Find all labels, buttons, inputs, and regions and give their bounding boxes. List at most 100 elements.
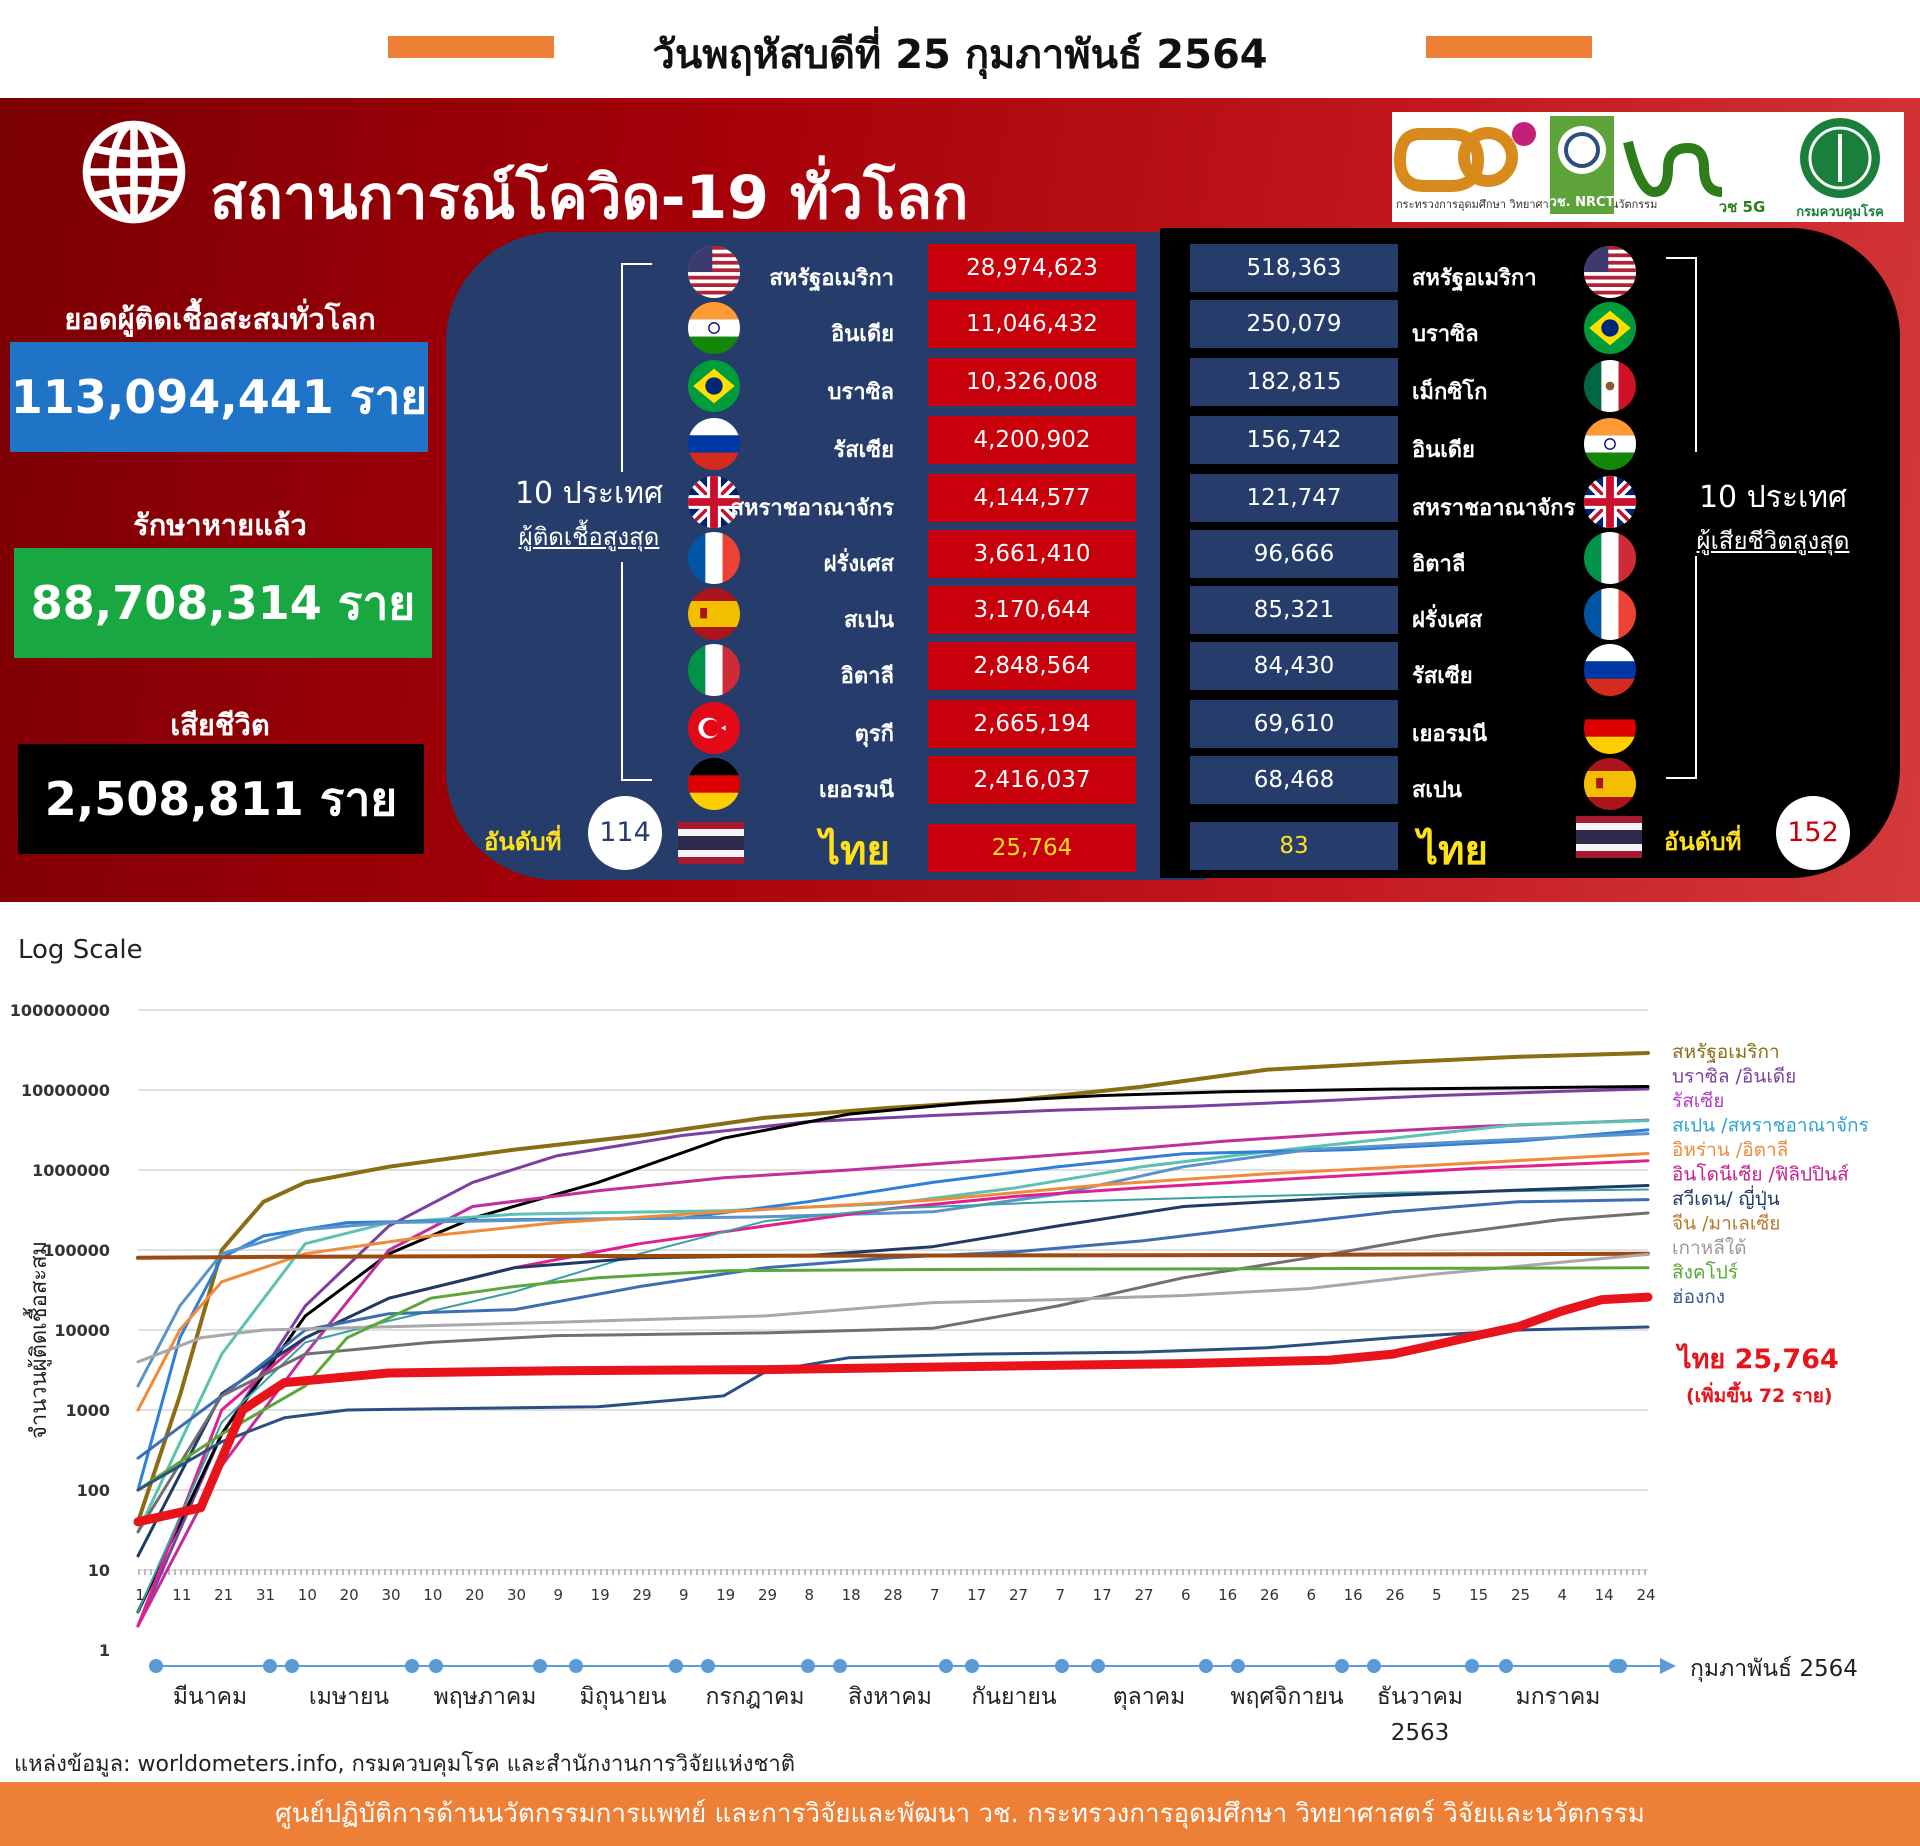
x-tick-label: 29 [758,1586,777,1604]
es-flag-icon [1584,758,1636,810]
cases-country-value: 3,661,410 [928,530,1136,578]
legend-entry: เกาหลีใต้ [1672,1237,1746,1259]
month-label: ตุลาคม [1113,1684,1186,1710]
x-tick-label: 27 [1134,1586,1153,1604]
legend-entry: สเปน /สหราชอาณาจักร [1672,1115,1869,1137]
us-flag-icon [1584,246,1636,298]
log-scale-chart: Log Scale จำนวนผู้ติดเชื้อสะสม 1 10 100 100… [10,935,1869,1746]
month-label: ธันวาคม [1377,1684,1463,1710]
x-tick-label: 15 [1469,1586,1488,1604]
deaths-country-name: รัสเซีย [1412,664,1473,689]
deaths-country-value: 182,815 [1190,358,1398,406]
gb-flag-icon [688,476,740,528]
deaths-country-value: 250,079 [1190,300,1398,348]
cases-country-value: 4,144,577 [928,474,1136,522]
end-month-label: กุมภาพันธ์ 2564 [1690,1655,1858,1682]
de-flag-icon [1584,702,1636,754]
cases-country-name: รัสเซีย [833,438,894,463]
x-tick-label: 16 [1218,1586,1237,1604]
x-tick-label: 7 [1056,1586,1066,1604]
deaths-bracket [1666,257,1697,779]
x-tick-label: 11 [172,1586,191,1604]
y-tick-label: 10000000 [21,1081,110,1100]
x-tick-label: 14 [1595,1586,1614,1604]
x-tick-label: 16 [1344,1586,1363,1604]
cases-country-name: เยอรมนี [819,778,894,803]
cases-country-value: 3,170,644 [928,586,1136,634]
cases-country-value: 28,974,623 [928,244,1136,292]
series-line [136,1132,1650,1388]
month-label: สิงหาคม [848,1684,932,1710]
cases-country-name: สเปน [844,608,894,633]
thai-deaths-value: 83 [1190,822,1398,870]
deaths-country-value: 69,610 [1190,700,1398,748]
deaths-country-value: 84,430 [1190,642,1398,690]
timeline-dot [1199,1659,1213,1673]
thai-flag-icon [678,822,744,864]
x-tick-label: 10 [423,1586,442,1604]
timeline-dot [569,1659,583,1673]
svg-text:กรมควบคุมโรค: กรมควบคุมโรค [1796,203,1884,220]
x-tick-label: 31 [256,1586,275,1604]
y-axis-label: จำนวนผู้ติดเชื้อสะสม [23,1241,52,1439]
timeline-dot [939,1659,953,1673]
series-line [136,1118,1650,1628]
y-tick-label: 1 [99,1641,110,1660]
total-cases-label: ยอดผู้ติดเชื้อสะสมทั่วโลก [64,302,376,336]
y-tick-label: 100 [77,1481,110,1500]
deaths-country-name: สเปน [1412,778,1462,803]
deaths-country-value: 85,321 [1190,586,1398,634]
month-label: กรกฎาคม [705,1684,804,1710]
thai-cases-rank: 114 [588,796,662,870]
timeline-dot [405,1659,419,1673]
timeline-dot [1465,1659,1479,1673]
series-line [136,1152,1650,1412]
deaths-country-name: สหราชอาณาจักร [1412,496,1576,521]
x-tick-label: 9 [554,1586,564,1604]
x-tick-label: 19 [591,1586,610,1604]
cases-country-value: 2,848,564 [928,642,1136,690]
thai-annotation-sub: (เพิ่มขึ้น 72 ราย) [1686,1381,1833,1407]
timeline-dot [429,1659,443,1673]
x-tick-label: 24 [1636,1586,1655,1604]
deaths-country-name: อินเดีย [1412,438,1475,463]
deaths-group-label: 10 ประเทศ ผู้เสียชีวิตสูงสุด [1696,480,1850,555]
panel-title: สถานการณ์โควิด-19 ทั่วโลก [210,163,969,233]
partner-logos: กระทรวงการอุดมศึกษา วิทยาศาสตร์ วิจัยและ… [1392,112,1904,222]
x-tick-label: 9 [679,1586,689,1604]
month-label: กันยายน [971,1684,1057,1710]
deaths-label: เสียชีวิต [170,708,270,742]
deaths-country-name: บราซิล [1412,322,1479,347]
deaths-value: 2,508,811 ราย [18,744,424,854]
x-tick-label: 10 [298,1586,317,1604]
deaths-country-value: 156,742 [1190,416,1398,464]
x-tick-label: 28 [883,1586,902,1604]
x-tick-label: 6 [1181,1586,1191,1604]
x-tick-label: 25 [1511,1586,1530,1604]
de-flag-icon [688,758,740,810]
y-tick-label: 1000 [65,1401,110,1420]
x-tick-label: 1 [135,1586,145,1604]
in-flag-icon [1584,418,1636,470]
deaths-country-value: 121,747 [1190,474,1398,522]
x-tick-label: 30 [381,1586,400,1604]
cases-country-name: อินเดีย [831,322,894,347]
timeline-dot [1613,1659,1627,1673]
header-decoration-bar [1426,36,1592,58]
timeline-dot [149,1659,163,1673]
br-flag-icon [688,360,740,412]
y-tick-label: 10000 [54,1321,110,1340]
recovered-label: รักษาหายแล้ว [133,508,307,542]
timeline-dot [1335,1659,1349,1673]
cases-country-value: 2,416,037 [928,756,1136,804]
cases-country-name: บราซิล [827,380,894,405]
x-tick-label: 7 [930,1586,940,1604]
x-tick-label: 26 [1260,1586,1279,1604]
series-line [133,1292,1653,1527]
y-tick-label: 100000000 [10,1001,110,1020]
es-flag-icon [688,588,740,640]
chart-title: Log Scale [18,935,143,965]
cases-country-value: 11,046,432 [928,300,1136,348]
x-tick-label: 19 [716,1586,735,1604]
